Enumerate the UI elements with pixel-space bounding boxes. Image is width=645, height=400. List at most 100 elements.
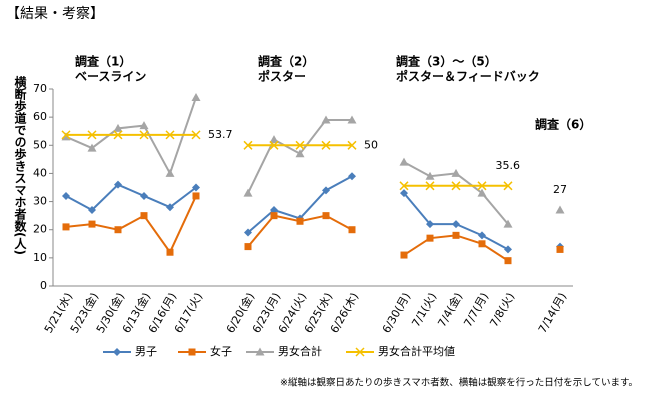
group-label: ポスター＆フィードバック	[396, 69, 540, 84]
group-label: ベースライン	[75, 70, 146, 84]
point	[243, 140, 253, 150]
y-axis-label: 横断歩道での歩きスマホ者数(人)	[13, 75, 27, 255]
page-title: 【結果・考察】	[6, 5, 104, 22]
y-tick-label: 40	[33, 166, 47, 179]
point	[555, 205, 565, 214]
point	[321, 140, 331, 150]
point	[426, 220, 434, 229]
point	[88, 206, 96, 215]
point	[347, 115, 357, 124]
point	[399, 157, 409, 166]
data-label: 35.6	[496, 159, 521, 172]
point	[478, 240, 486, 248]
point	[244, 243, 252, 251]
legend-marker	[255, 347, 265, 356]
point	[114, 226, 122, 234]
point	[348, 172, 356, 181]
point	[166, 203, 174, 212]
point	[191, 130, 201, 140]
point	[478, 231, 486, 240]
point	[504, 245, 512, 254]
point	[62, 191, 70, 200]
point	[270, 212, 278, 220]
point	[452, 220, 460, 229]
point	[503, 219, 513, 228]
series-line	[66, 133, 508, 187]
point	[400, 251, 408, 259]
legend-label: 男女合計平均値	[378, 344, 455, 358]
point	[62, 223, 70, 231]
group-label: 調査（6）	[535, 117, 591, 132]
legend-label: 女子	[210, 344, 232, 358]
point	[139, 121, 149, 130]
data-label: 50	[364, 138, 378, 151]
group-label: 調査（2）	[258, 54, 314, 69]
y-tick-label: 0	[40, 279, 47, 292]
point	[425, 171, 435, 180]
point	[321, 115, 331, 124]
point	[192, 183, 200, 192]
point	[87, 130, 97, 140]
y-tick-label: 20	[33, 223, 47, 236]
point	[477, 188, 487, 197]
point	[295, 149, 305, 158]
point	[165, 130, 175, 140]
footnote: ※縦軸は観察日あたりの歩きスマホ者数、横軸は観察を行った日付を示しています。	[280, 377, 638, 389]
point	[87, 143, 97, 152]
point	[113, 123, 123, 132]
point	[191, 92, 201, 101]
legend-marker	[355, 347, 365, 357]
point	[243, 188, 253, 197]
point	[347, 140, 357, 150]
point	[244, 228, 252, 237]
y-tick-label: 50	[33, 138, 47, 151]
point	[61, 132, 71, 141]
y-tick-label: 60	[33, 110, 47, 123]
point	[61, 130, 71, 140]
data-label: 53.7	[208, 128, 233, 141]
point	[425, 181, 435, 191]
point	[556, 245, 564, 253]
point	[399, 181, 409, 191]
point	[504, 257, 512, 265]
x-tick-label: 7/8(火)	[487, 291, 517, 330]
point	[166, 248, 174, 256]
y-tick-label: 30	[33, 195, 47, 208]
group-label: ポスター	[258, 69, 306, 84]
point	[426, 234, 434, 242]
group-label: 調査（1）	[75, 54, 131, 69]
point	[140, 212, 148, 220]
point	[140, 191, 148, 200]
point	[192, 192, 200, 200]
point	[451, 181, 461, 191]
x-tick-label: 6/30(月)	[380, 291, 413, 336]
point	[270, 206, 278, 215]
y-tick-label: 10	[33, 251, 47, 264]
point	[165, 168, 175, 177]
point	[348, 226, 356, 234]
point	[322, 186, 330, 195]
data-label: 27	[553, 183, 567, 196]
y-tick-label: 70	[33, 82, 47, 95]
point	[322, 212, 330, 220]
point	[269, 140, 279, 150]
legend-marker	[113, 348, 121, 356]
point	[114, 180, 122, 189]
point	[269, 135, 279, 144]
point	[295, 140, 305, 150]
point	[452, 231, 460, 239]
x-tick-label: 7/14(月)	[536, 291, 569, 336]
legend-label: 男女合計	[278, 344, 322, 358]
point	[400, 189, 408, 198]
point	[451, 168, 461, 177]
point	[503, 181, 513, 191]
point	[139, 130, 149, 140]
series-line	[66, 176, 560, 249]
legend-marker	[188, 348, 196, 356]
point	[113, 130, 123, 140]
group-label: 調査（3）～（5）	[396, 54, 497, 69]
point	[88, 220, 96, 228]
legend-label: 男子	[135, 345, 157, 358]
point	[477, 181, 487, 191]
